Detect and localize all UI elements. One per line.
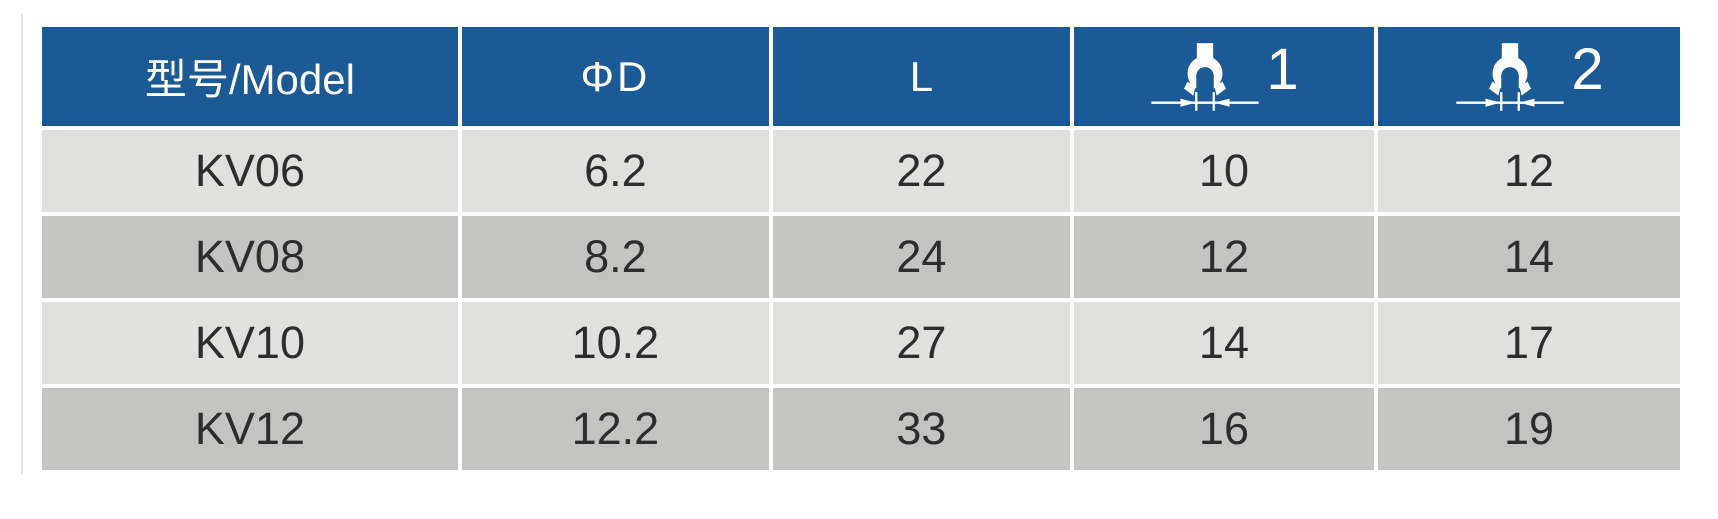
cell-wrench-1: 10 bbox=[1073, 130, 1374, 212]
open-end-wrench-width-dimension-icon bbox=[1454, 42, 1566, 112]
spec-table: 型号/Model ΦD L 1 2 KV06 6.2 22 10 12 KV08… bbox=[42, 27, 1680, 470]
col-header-wrench-width-2: 2 bbox=[1377, 27, 1680, 126]
col-header-diameter-label: ΦD bbox=[580, 52, 651, 100]
cell-model: KV10 bbox=[42, 302, 458, 384]
col-header-model-label: 型号/Model bbox=[144, 56, 355, 103]
cell-wrench-2: 17 bbox=[1377, 302, 1680, 384]
cell-diameter: 10.2 bbox=[461, 302, 769, 384]
cell-length: 27 bbox=[772, 302, 1070, 384]
cell-wrench-2: 19 bbox=[1377, 388, 1680, 470]
col-header-model: 型号/Model bbox=[42, 27, 458, 126]
cell-wrench-2: 14 bbox=[1377, 216, 1680, 298]
cell-wrench-1: 12 bbox=[1073, 216, 1374, 298]
cell-diameter: 6.2 bbox=[461, 130, 769, 212]
cell-wrench-1: 16 bbox=[1073, 388, 1374, 470]
cell-length: 24 bbox=[772, 216, 1070, 298]
col-header-length-label: L bbox=[909, 52, 934, 100]
cell-length: 33 bbox=[772, 388, 1070, 470]
cell-wrench-1: 14 bbox=[1073, 302, 1374, 384]
wrench-2-label: 2 bbox=[1571, 36, 1604, 102]
col-header-wrench-width-1: 1 bbox=[1073, 27, 1374, 126]
cell-length: 22 bbox=[772, 130, 1070, 212]
cell-diameter: 8.2 bbox=[461, 216, 769, 298]
cell-model: KV06 bbox=[42, 130, 458, 212]
cell-diameter: 12.2 bbox=[461, 388, 769, 470]
cell-model: KV12 bbox=[42, 388, 458, 470]
open-end-wrench-width-dimension-icon bbox=[1149, 42, 1261, 112]
cell-model: KV08 bbox=[42, 216, 458, 298]
col-header-diameter: ΦD bbox=[461, 27, 769, 126]
cell-wrench-2: 12 bbox=[1377, 130, 1680, 212]
wrench-1-label: 1 bbox=[1266, 36, 1299, 102]
col-header-length: L bbox=[772, 27, 1070, 126]
page-edge-line bbox=[21, 14, 23, 474]
